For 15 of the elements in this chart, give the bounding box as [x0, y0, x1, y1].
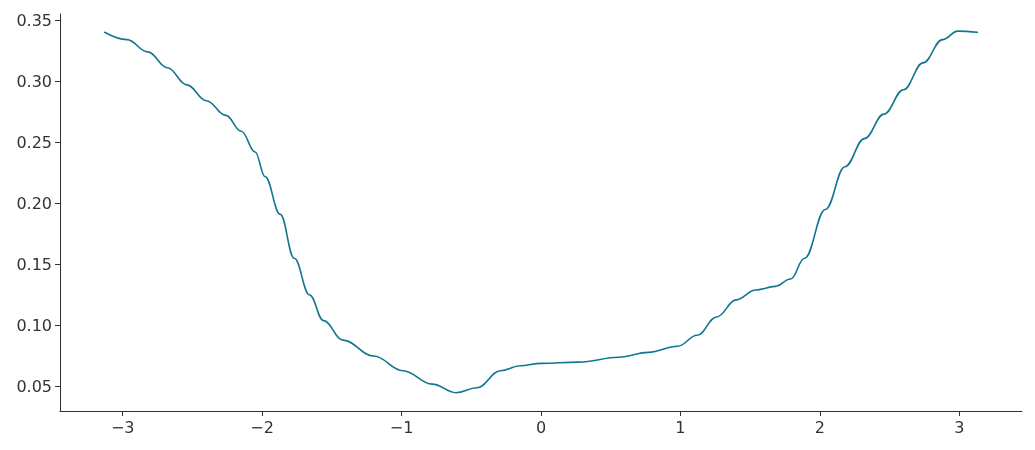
y-tick-label: 0.10 — [16, 315, 52, 335]
x-tick-label: −3 — [110, 417, 135, 437]
y-tick-label: 0.35 — [16, 10, 52, 30]
y-tick-label: 0.30 — [16, 71, 52, 91]
x-tick-label: 2 — [814, 417, 825, 437]
x-tick-label: 3 — [954, 417, 965, 437]
y-tick-label: 0.15 — [16, 254, 52, 274]
y-tick-label: 0.20 — [16, 193, 52, 213]
x-tick-label: 0 — [535, 417, 547, 437]
line-series — [103, 30, 979, 394]
x-tick-label: −1 — [389, 417, 414, 437]
y-tick-label: 0.05 — [16, 377, 52, 397]
y-tick-label: 0.25 — [16, 132, 52, 152]
x-tick-label: 1 — [675, 417, 686, 437]
x-tick-label: −2 — [250, 417, 274, 437]
